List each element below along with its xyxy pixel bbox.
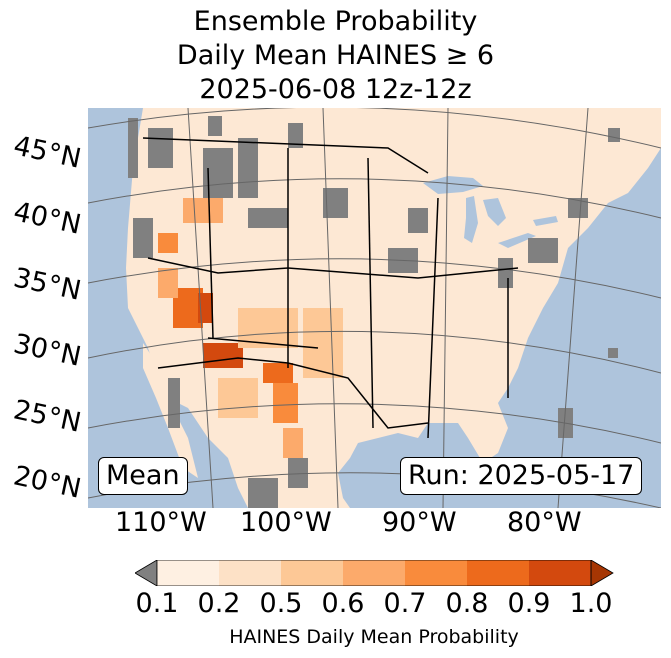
lat-label-40: 40°N [10,196,84,241]
title-line-1: Ensemble Probability [193,6,478,37]
colorbar-segment [219,560,281,586]
lon-label-110: 110°W [115,507,207,538]
stat-label-box: Mean [98,457,188,495]
colorbar-tick-label: 0.8 [445,588,489,619]
colorbar-segment [343,560,405,586]
colorbar-outline [156,560,592,586]
probability-map [88,108,661,508]
colorbar-tick-label: 0.7 [383,588,427,619]
colorbar-tick-label: 0.1 [135,588,179,619]
lat-label-20: 20°N [10,460,84,505]
lon-label-90: 90°W [382,507,457,538]
lake-erie [498,233,536,248]
missing-data-cells [128,116,620,508]
colorbar-segment [281,560,343,586]
colorbar-title: HAINES Daily Mean Probability [229,626,519,648]
colorbar-over-arrow [590,560,614,586]
lat-label-45: 45°N [10,130,84,175]
colorbar-segments [157,560,591,586]
state-borders [142,137,519,439]
probability-cells [158,198,343,458]
title-line-3: 2025-06-08 12z-12z [199,74,472,105]
map-canvas [88,108,661,508]
colorbar-tick-label: 0.9 [507,588,551,619]
colorbar-tick-label: 0.5 [259,588,303,619]
colorbar-tick-label: 1.0 [569,588,613,619]
colorbar-tick-label: 0.2 [197,588,241,619]
colorbar-segment [405,560,467,586]
colorbar-under-arrow [135,560,158,586]
lake-huron [483,198,506,226]
title-line-2: Daily Mean HAINES ≥ 6 [176,40,495,71]
lon-label-80: 80°W [507,507,582,538]
colorbar-tick-label: 0.6 [321,588,365,619]
lat-label-25: 25°N [10,394,84,439]
lat-label-35: 35°N [10,262,84,307]
colorbar-segment [467,560,529,586]
lat-label-30: 30°N [10,328,84,373]
lake-michigan [464,196,478,243]
run-date-box: Run: 2025-05-17 [400,457,643,495]
colorbar-segment [157,560,219,586]
lon-label-100: 100°W [240,507,332,538]
lake-superior [423,176,483,194]
colorbar [135,560,614,586]
lake-ontario [533,216,558,226]
colorbar-segment [529,560,591,586]
